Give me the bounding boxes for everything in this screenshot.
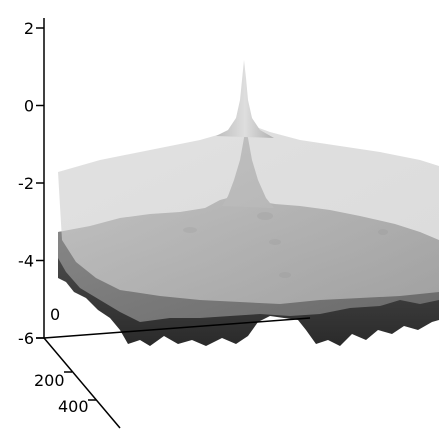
depth-axis-line <box>43 337 121 429</box>
z-tick-label: 2 <box>24 19 34 38</box>
axes <box>43 18 311 429</box>
x-axis-line <box>43 317 311 339</box>
depth-axis-ticks: 0 200 400 <box>34 305 96 416</box>
upper-surface-sheet <box>58 124 439 304</box>
z-axis-ticks: 2 0 -2 -4 -6 <box>18 19 44 348</box>
depth-tick-label: 200 <box>34 371 65 390</box>
upper-surface-peak <box>216 60 274 138</box>
depth-tick-label: 0 <box>50 305 60 324</box>
z-tick-label: 0 <box>24 97 34 116</box>
z-tick-label: -6 <box>18 329 34 348</box>
depth-tick-label: 400 <box>58 397 89 416</box>
z-tick-label: -4 <box>18 252 34 271</box>
z-tick-label: -2 <box>18 174 34 193</box>
